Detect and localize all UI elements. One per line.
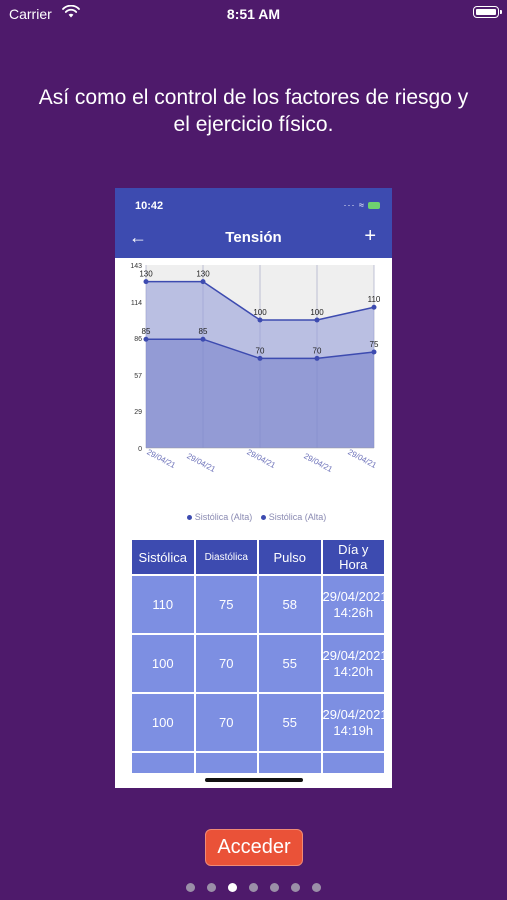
data-label: 130 (139, 270, 153, 279)
onboarding-headline: Así como el control de los factores de r… (38, 86, 469, 136)
x-tick-label: 29/04/21 (145, 448, 177, 471)
page-dot[interactable] (249, 883, 258, 892)
data-point (200, 336, 206, 342)
table-cell: 100 (132, 694, 194, 751)
data-point (257, 355, 263, 361)
date-text: 29/04/2021 (322, 706, 388, 722)
data-point (314, 355, 320, 361)
data-point (257, 317, 263, 323)
status-time: 8:51 AM (226, 6, 281, 22)
legend-label: Sistólica (Alta) (194, 512, 253, 522)
back-arrow-icon: ← (129, 227, 147, 247)
carrier-label: Carrier (9, 6, 52, 22)
date-text: 29/04/2021 (322, 647, 388, 663)
page-dot[interactable] (207, 883, 216, 892)
page-indicator (0, 883, 507, 892)
app-bar: 10:42 ··· ≈ ← Tensión + (115, 188, 392, 258)
data-point (371, 349, 377, 355)
table-cell (132, 753, 194, 773)
page-dot[interactable] (186, 883, 195, 892)
data-label: 100 (310, 308, 324, 317)
data-point (143, 279, 149, 285)
table-cell: 58 (259, 576, 321, 633)
add-icon: + (364, 225, 376, 247)
table-cell: 70 (195, 635, 257, 692)
chart-legend: Sistólica (Alta) Sistólica (Alta) (115, 512, 392, 522)
table-header-row: Sistólica Diastólica Pulso Día y Hora (132, 540, 384, 574)
data-label: 130 (196, 270, 210, 279)
table-cell: 70 (195, 694, 257, 751)
table-cell: 55 (259, 635, 321, 692)
table-cell: 29/04/2021 14:26h (322, 576, 388, 633)
data-label: 85 (142, 327, 151, 336)
page-dot[interactable] (228, 883, 237, 892)
phone-screenshot: 10:42 ··· ≈ ← Tensión + 0 29 57 86 114 143 130… (115, 188, 392, 788)
data-label: 75 (370, 340, 379, 349)
inner-wifi-icon: ≈ (359, 200, 365, 210)
table-cell: 55 (259, 694, 321, 751)
status-bar: Carrier 8:51 AM (0, 0, 507, 28)
page-dot[interactable] (312, 883, 321, 892)
inner-status-icons: ··· ≈ (344, 200, 380, 210)
y-tick-label: 86 (134, 336, 142, 343)
time-text: 14:26h (333, 604, 374, 620)
x-tick-label: 29/04/21 (346, 448, 378, 471)
y-tick-label: 57 (134, 373, 142, 380)
inner-battery-icon (368, 202, 380, 210)
y-tick-label: 143 (130, 263, 142, 270)
table-row: 100 70 55 29/04/2021 14:20h (132, 635, 388, 692)
date-text: 29/04/2021 (322, 588, 388, 604)
acceder-button[interactable]: Acceder (205, 829, 303, 866)
table-cell (195, 753, 257, 773)
y-tick-label: 114 (131, 300, 142, 307)
x-tick-label: 29/04/21 (245, 448, 277, 471)
data-point (200, 279, 206, 285)
column-header: Sistólica (132, 540, 194, 574)
battery-icon (473, 6, 502, 18)
table-cell (322, 753, 384, 773)
y-tick-label: 29 (134, 409, 142, 416)
table-cell: 100 (132, 635, 194, 692)
legend-dot (260, 515, 266, 521)
table-cell: 29/04/2021 14:19h (322, 694, 388, 751)
home-indicator (205, 778, 303, 782)
data-label: 100 (253, 308, 267, 317)
table-cell: 29/04/2021 14:20h (322, 635, 388, 692)
data-label: 70 (313, 346, 322, 355)
time-text: 14:19h (333, 722, 374, 738)
data-point (371, 304, 377, 310)
data-label: 70 (256, 346, 265, 355)
data-label: 85 (199, 327, 208, 336)
table-cell: 110 (132, 576, 194, 633)
time-text: 14:20h (333, 663, 374, 679)
wifi-icon (62, 5, 80, 18)
table-cell: 75 (195, 576, 257, 633)
legend-label: Sistólica (Alta) (268, 512, 327, 522)
column-header: Diastólica (195, 540, 257, 574)
data-point (314, 317, 320, 323)
app-title: Tensión (225, 229, 282, 246)
x-tick-label: 29/04/21 (185, 452, 217, 475)
page-dot[interactable] (270, 883, 279, 892)
legend-dot (186, 515, 192, 521)
x-tick-label: 29/04/21 (302, 452, 334, 475)
inner-status-time: 10:42 (135, 200, 164, 212)
data-point (143, 336, 149, 342)
data-label: 110 (368, 295, 381, 304)
y-tick-label: 0 (138, 446, 142, 453)
column-header: Pulso (259, 540, 321, 574)
table-row: 110 75 58 29/04/2021 14:26h (132, 576, 388, 633)
table-row (132, 753, 384, 773)
table-row: 100 70 55 29/04/2021 14:19h (132, 694, 388, 751)
column-header: Día y Hora (322, 540, 384, 574)
page-dot[interactable] (291, 883, 300, 892)
readings-table: Sistólica Diastólica Pulso Día y Hora 11… (130, 538, 388, 775)
table-cell (259, 753, 321, 773)
